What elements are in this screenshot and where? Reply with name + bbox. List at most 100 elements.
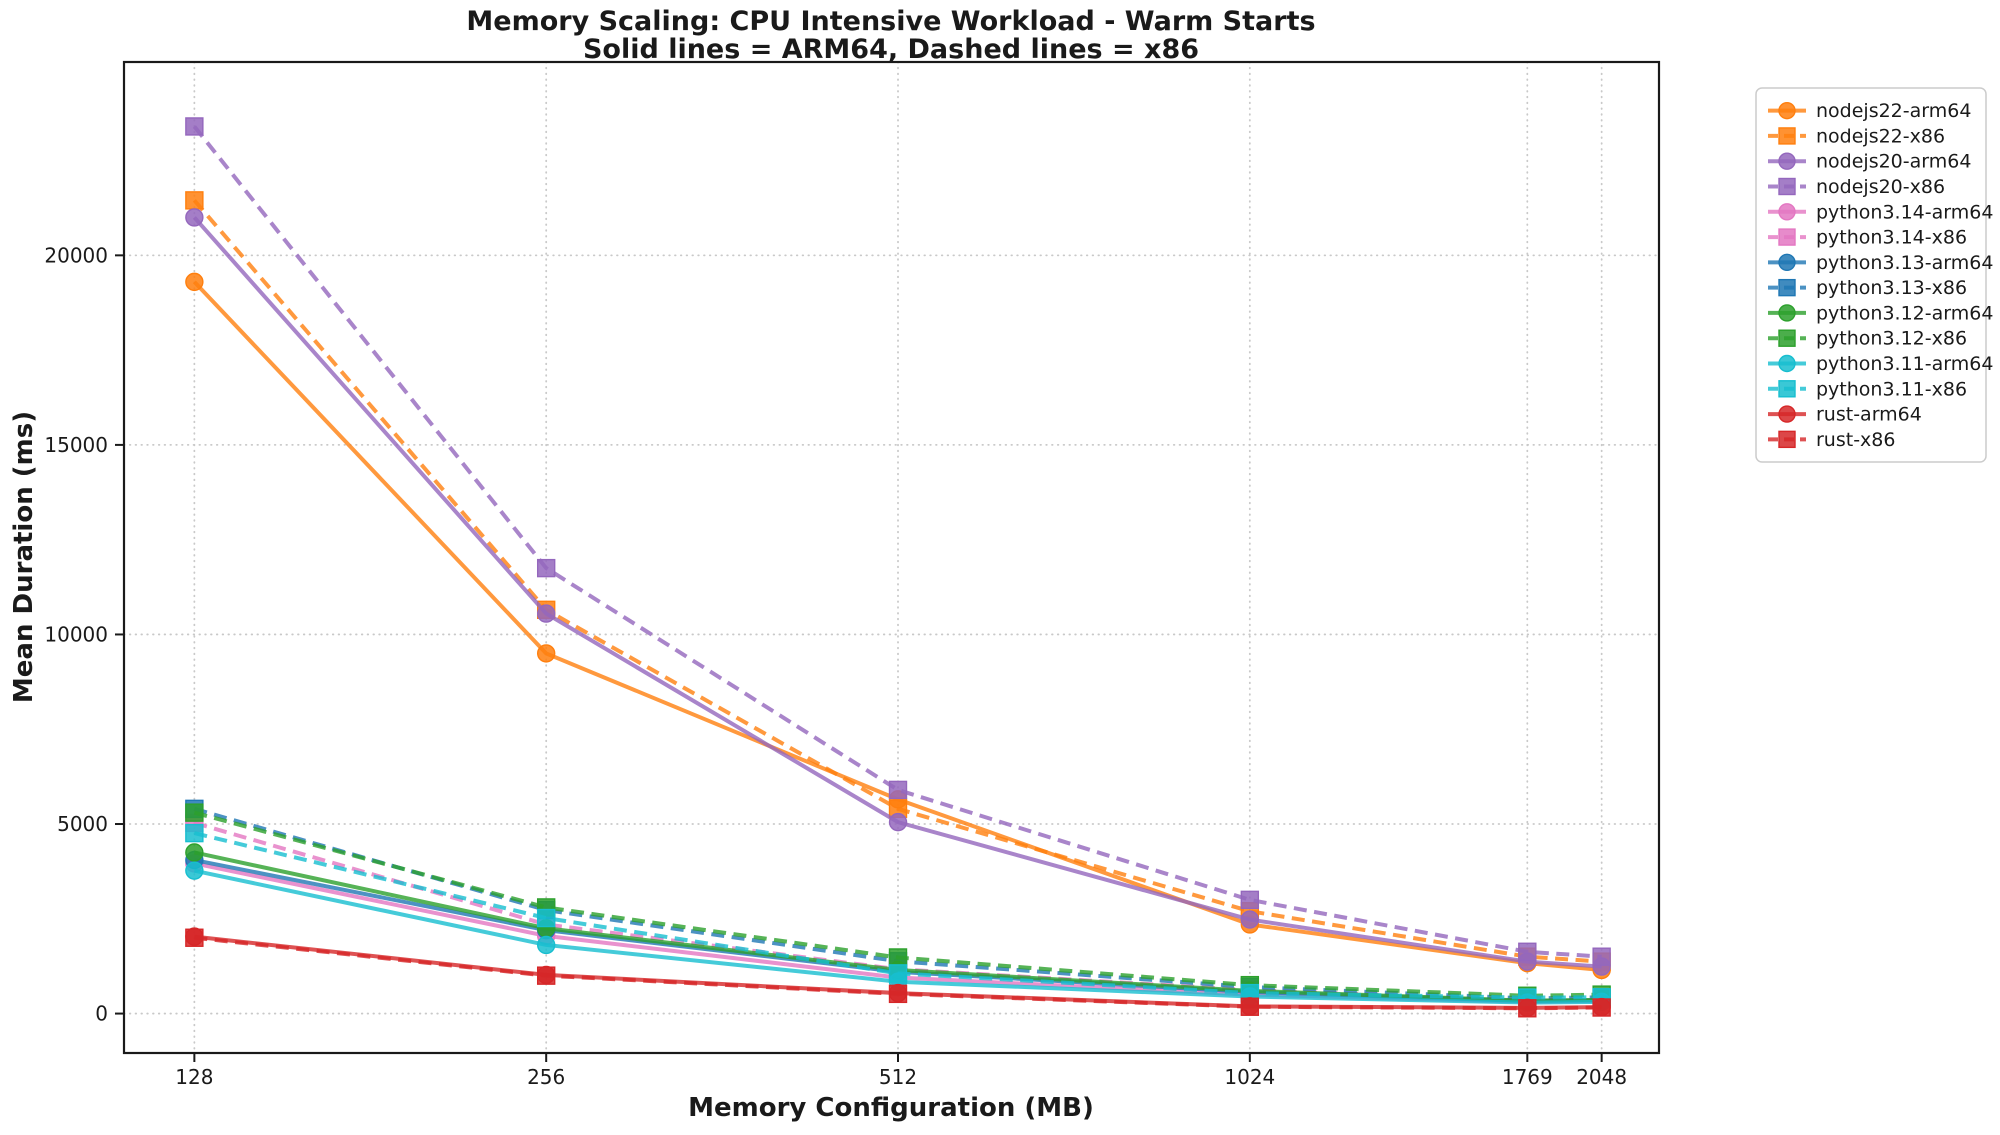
data-point-rust-x86 [1592, 998, 1611, 1017]
legend-marker-circle [1778, 405, 1796, 423]
legend-label: python3.11-x86 [1816, 378, 1967, 400]
chart-title: Memory Scaling: CPU Intensive Workload -… [466, 6, 1315, 37]
legend-label: nodejs20-arm64 [1816, 151, 1971, 173]
data-point-nodejs20-x86 [1518, 942, 1537, 961]
data-point-python3.11-x86 [888, 964, 908, 983]
series-nodejs22-x86 [185, 191, 1611, 971]
legend-marker-square [1778, 329, 1796, 347]
legend-item-python3.12-arm64: python3.12-arm64 [1768, 302, 1993, 324]
series-rust-x86 [185, 928, 1611, 1018]
data-point-nodejs22-x86 [185, 191, 204, 210]
legend-marker-circle [1778, 354, 1796, 373]
plot-border [122, 60, 1661, 1055]
legend-item-python3.13-arm64: python3.13-arm64 [1768, 252, 1993, 274]
x-tick-label: 512 [879, 1065, 917, 1089]
legend-label: python3.13-arm64 [1816, 252, 1993, 274]
y-tick-label: 0 [95, 1002, 108, 1026]
series-line-nodejs20-x86 [192, 125, 1602, 959]
legend-label: python3.12-arm64 [1816, 302, 1993, 324]
series-nodejs20-x86 [185, 117, 1611, 966]
series-nodejs20-arm64 [185, 208, 1611, 976]
legend-marker-circle [1778, 253, 1796, 272]
legend-label: nodejs22-x86 [1816, 125, 1945, 147]
legend-marker-circle [1778, 101, 1796, 120]
legend-item-python3.12-x86: python3.12-x86 [1768, 328, 1967, 350]
legend-marker-square [1778, 380, 1796, 398]
data-point-nodejs20-arm64 [536, 604, 556, 623]
data-point-python3.11-x86 [536, 908, 556, 928]
x-tick-label: 1024 [1224, 1065, 1275, 1089]
data-point-python3.12-arm64 [185, 843, 204, 862]
y-tick-label: 15000 [44, 433, 108, 457]
legend-marker-square [1778, 430, 1796, 449]
data-point-nodejs20-x86 [1240, 890, 1260, 910]
data-point-python3.11-x86 [185, 823, 204, 843]
x-tick-label: 1769 [1502, 1065, 1553, 1089]
data-point-nodejs22-arm64 [536, 644, 556, 663]
legend-label: python3.12-x86 [1816, 328, 1967, 350]
legend-item-nodejs20-arm64: nodejs20-arm64 [1768, 151, 1971, 173]
y-axis-label: Mean Duration (ms) [9, 411, 39, 703]
legend-item-python3.11-arm64: python3.11-arm64 [1768, 353, 1993, 375]
y-tick-label: 5000 [57, 812, 108, 836]
data-point-nodejs22-arm64 [185, 272, 204, 292]
legend-marker-square [1778, 177, 1796, 196]
data-point-rust-x86 [1240, 997, 1260, 1016]
legend-box [1755, 87, 1987, 463]
legend-item-rust-arm64: rust-arm64 [1768, 404, 1922, 426]
x-tick-label: 2048 [1576, 1065, 1627, 1089]
data-point-nodejs20-x86 [536, 558, 556, 578]
x-axis-label: Memory Configuration (MB) [688, 1093, 1094, 1123]
legend-marker-square [1778, 278, 1796, 297]
x-tick-label: 128 [175, 1065, 213, 1089]
data-point-nodejs20-x86 [888, 780, 908, 800]
axes-layer: 128 256 512 1024 1769 2048 0 5000 10000 15000 2000… [44, 60, 1661, 1089]
legend-label: python3.14-arm64 [1816, 201, 1993, 223]
legend-item-python3.13-x86: python3.13-x86 [1768, 277, 1967, 299]
data-point-python3.11-arm64 [536, 935, 556, 955]
data-point-python3.12-x86 [185, 803, 204, 822]
data-point-nodejs20-x86 [1592, 947, 1611, 966]
legend-item-rust-x86: rust-x86 [1768, 429, 1895, 451]
legend-item-nodejs22-arm64: nodejs22-arm64 [1768, 100, 1971, 122]
data-point-nodejs20-arm64 [1240, 910, 1260, 929]
legend: nodejs22-arm64 nodejs22-x86 nodejs20-arm64… [1755, 87, 1993, 463]
legend-marker-circle [1778, 203, 1796, 221]
series-line-python3.12-x86 [193, 810, 1602, 998]
legend-marker-square [1778, 127, 1796, 145]
legend-item-nodejs20-x86: nodejs20-x86 [1768, 176, 1945, 198]
series-line-nodejs20-arm64 [192, 216, 1602, 969]
legend-item-nodejs22-x86: nodejs22-x86 [1768, 125, 1945, 147]
legend-marker-circle [1778, 152, 1796, 170]
data-point-nodejs20-x86 [185, 117, 204, 136]
legend-marker-circle [1778, 304, 1796, 322]
y-tick-label: 10000 [44, 622, 108, 646]
legend-item-python3.14-x86: python3.14-x86 [1768, 227, 1967, 249]
legend-label: rust-arm64 [1816, 404, 1922, 426]
legend-marker-square [1778, 228, 1796, 246]
legend-item-python3.11-x86: python3.11-x86 [1768, 378, 1967, 400]
data-point-rust-x86 [185, 928, 204, 947]
legend-label: nodejs20-x86 [1816, 176, 1945, 198]
series-line-rust-x86 [194, 935, 1602, 1011]
grid-layer [123, 61, 1660, 1054]
legend-label: rust-x86 [1816, 429, 1895, 451]
data-point-rust-x86 [536, 966, 556, 985]
data-point-python3.12-x86 [888, 948, 908, 967]
legend-label: python3.14-x86 [1816, 227, 1967, 249]
data-point-rust-x86 [888, 984, 908, 1004]
legend-label: python3.13-x86 [1816, 277, 1967, 299]
data-point-nodejs20-arm64 [888, 812, 908, 832]
data-point-python3.11-arm64 [185, 861, 204, 880]
legend-label: nodejs22-arm64 [1816, 100, 1971, 122]
series-line-nodejs22-x86 [192, 199, 1602, 964]
data-point-nodejs20-arm64 [185, 208, 204, 227]
series-layer [185, 117, 1611, 1018]
legend-label: python3.11-arm64 [1816, 353, 1993, 375]
series-line-python3.11-arm64 [193, 868, 1602, 1005]
chart-subtitle: Solid lines = ARM64, Dashed lines = x86 [583, 34, 1199, 65]
data-point-rust-x86 [1518, 999, 1537, 1018]
x-tick-label: 256 [527, 1065, 565, 1089]
